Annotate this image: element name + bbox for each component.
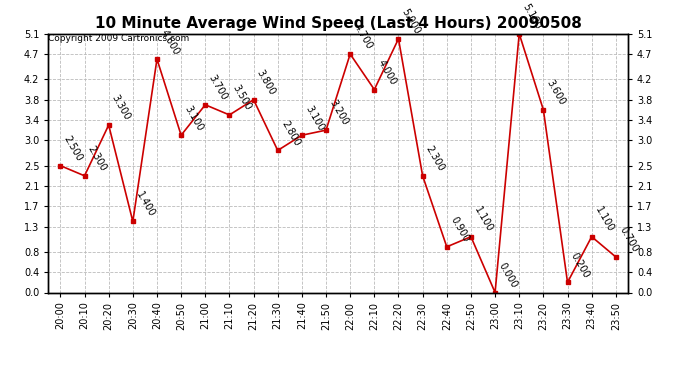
Text: 0.900: 0.900 xyxy=(448,215,471,244)
Text: 2.500: 2.500 xyxy=(62,134,84,163)
Text: 0.200: 0.200 xyxy=(569,251,591,280)
Text: 3.100: 3.100 xyxy=(183,104,205,132)
Text: 2.300: 2.300 xyxy=(424,144,446,173)
Text: 3.300: 3.300 xyxy=(110,93,132,122)
Text: 3.200: 3.200 xyxy=(328,99,350,128)
Text: 3.600: 3.600 xyxy=(545,78,567,107)
Text: 3.100: 3.100 xyxy=(304,104,326,132)
Text: 2.800: 2.800 xyxy=(279,119,302,148)
Text: 4.700: 4.700 xyxy=(352,22,374,51)
Text: 4.600: 4.600 xyxy=(159,27,181,56)
Text: 1.100: 1.100 xyxy=(473,205,495,234)
Text: 1.400: 1.400 xyxy=(135,190,157,219)
Text: 5.000: 5.000 xyxy=(400,7,422,36)
Text: 3.800: 3.800 xyxy=(255,68,277,97)
Text: 5.100: 5.100 xyxy=(521,2,543,31)
Text: 1.100: 1.100 xyxy=(593,205,615,234)
Text: 0.000: 0.000 xyxy=(497,261,519,290)
Text: 3.700: 3.700 xyxy=(207,73,229,102)
Text: 0.700: 0.700 xyxy=(618,225,640,254)
Title: 10 Minute Average Wind Speed (Last 4 Hours) 20090508: 10 Minute Average Wind Speed (Last 4 Hou… xyxy=(95,16,582,31)
Text: 3.500: 3.500 xyxy=(231,83,253,112)
Text: 2.300: 2.300 xyxy=(86,144,108,173)
Text: 4.000: 4.000 xyxy=(376,58,398,87)
Text: Copyright 2009 Cartronics.com: Copyright 2009 Cartronics.com xyxy=(48,34,190,43)
